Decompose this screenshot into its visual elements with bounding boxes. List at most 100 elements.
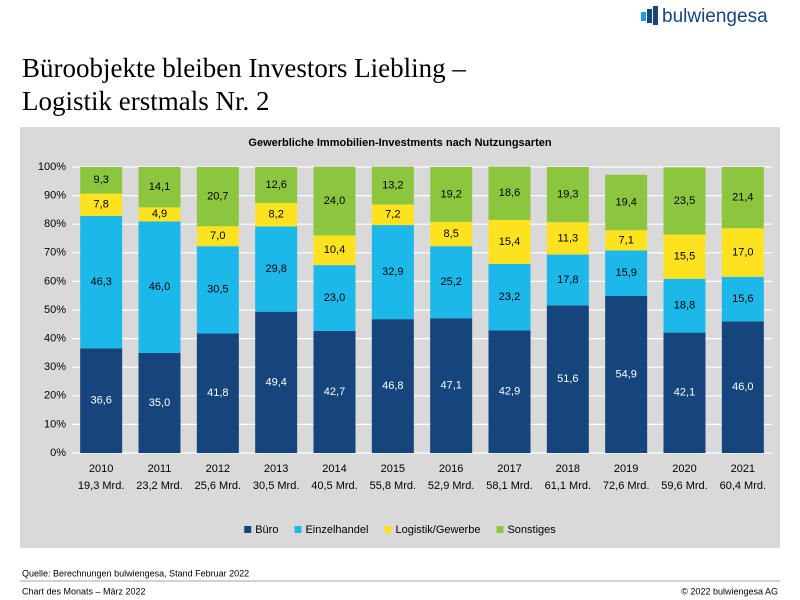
value-label: 51,6: [557, 373, 578, 385]
x-tick-sublabel: 59,6 Mrd.: [661, 480, 707, 492]
value-label: 4,9: [152, 208, 167, 220]
bar-segment: [430, 318, 473, 453]
value-label: 15,5: [674, 251, 695, 263]
x-tick-sublabel: 61,1 Mrd.: [545, 480, 591, 492]
value-label: 47,1: [440, 380, 461, 392]
bar-segment: [313, 166, 356, 236]
value-label: 41,8: [207, 387, 228, 399]
x-tick-label: 2016: [439, 463, 463, 475]
bar-segment: [605, 295, 648, 453]
x-tick-label: 2011: [148, 463, 172, 475]
y-tick-label: 30%: [44, 361, 66, 373]
bar-segment: [138, 221, 181, 353]
value-label: 21,4: [732, 192, 753, 204]
plot: 0% 10% 20% 30% 40% 50% 60% 70% 80% 90% 100% 36,6 46,…: [38, 161, 772, 536]
bar-segment: [313, 330, 356, 453]
bar-segment: [255, 226, 298, 312]
page-title: Logistik erstmals Nr. 2: [22, 86, 269, 116]
bar-segment: [605, 250, 648, 296]
value-label: 17,8: [557, 274, 578, 286]
value-label: 7,0: [210, 230, 225, 242]
value-label: 18,8: [674, 300, 695, 312]
bar-segment: [138, 207, 181, 222]
legend-swatch: [294, 526, 302, 533]
x-tick-sublabel: 40,5 Mrd.: [311, 480, 357, 492]
y-tick-label: 80%: [44, 218, 66, 230]
bar-segment: [138, 167, 181, 208]
value-label: 29,8: [265, 263, 286, 275]
x-tick-label: 2014: [322, 463, 346, 475]
value-label: 42,7: [324, 386, 345, 398]
value-label: 30,5: [207, 284, 228, 296]
bar-segment: [371, 204, 414, 226]
bar-segment: [138, 352, 181, 453]
x-tick-sublabel: 55,8 Mrd.: [370, 480, 416, 492]
bar-segment: [488, 166, 531, 220]
value-label: 42,9: [499, 386, 520, 398]
value-label: 54,9: [615, 368, 636, 380]
bar-segment: [430, 221, 473, 247]
value-label: 24,0: [324, 195, 345, 207]
source: Quelle: Berechnungen bulwiengesa, Stand …: [22, 568, 249, 578]
bar-segment: [546, 167, 589, 223]
bar-segment: [721, 276, 764, 322]
x-tick-label: 2010: [89, 463, 113, 475]
bar-segment: [80, 167, 123, 194]
y-tick-label: 70%: [44, 247, 66, 259]
bar-segment: [663, 234, 706, 279]
bar-segment: [255, 167, 298, 204]
x-tick-sublabel: 23,2 Mrd.: [136, 480, 182, 492]
value-label: 15,9: [615, 267, 636, 279]
bar-segment: [546, 222, 589, 255]
x-tick-sublabel: 19,3 Mrd.: [78, 480, 124, 492]
value-label: 7,8: [94, 199, 109, 211]
x-tick-sublabel: 60,4 Mrd.: [720, 480, 766, 492]
x-tick-sublabel: 30,5 Mrd.: [253, 480, 299, 492]
value-label: 7,2: [385, 209, 400, 221]
y-tick-label: 90%: [44, 190, 66, 202]
bar-segment: [663, 278, 706, 333]
legend-label: Logistik/Gewerbe: [395, 524, 480, 536]
value-label: 8,5: [444, 228, 459, 240]
legend-swatch: [496, 526, 504, 533]
bar-segment: [313, 235, 356, 266]
x-tick-sublabel: 72,6 Mrd.: [603, 480, 649, 492]
footer-left: Chart des Monats – März 2022: [22, 586, 146, 596]
x-tick-label: 2015: [381, 463, 405, 475]
value-label: 49,4: [265, 376, 286, 388]
x-tick-sublabel: 58,1 Mrd.: [486, 480, 532, 492]
value-label: 46,0: [149, 281, 170, 293]
y-tick-label: 50%: [44, 304, 66, 316]
value-label: 9,3: [94, 174, 109, 186]
value-label: 12,6: [265, 179, 286, 191]
bar-segment: [721, 167, 764, 229]
value-label: 23,0: [324, 292, 345, 304]
bar-segment: [80, 348, 123, 453]
bar-segment: [663, 332, 706, 453]
bar-segment: [605, 230, 648, 251]
bar-segment: [196, 333, 239, 453]
value-label: 46,8: [382, 380, 403, 392]
legend-label: Büro: [255, 524, 278, 536]
value-label: 19,3: [557, 189, 578, 201]
y-tick-label: 60%: [44, 275, 66, 287]
value-label: 46,0: [732, 381, 753, 393]
logo-icon: [641, 6, 658, 25]
bar-segment: [721, 228, 764, 277]
bar-segment: [488, 263, 531, 331]
bar-segment: [196, 226, 239, 247]
value-label: 14,1: [149, 181, 170, 193]
legend-label: Einzelhandel: [305, 524, 368, 536]
value-label: 42,1: [674, 387, 695, 399]
bar-segment: [196, 167, 239, 227]
bar-segment: [313, 265, 356, 331]
bar-segment: [488, 330, 531, 453]
x-tick-label: 2017: [497, 463, 521, 475]
value-label: 19,4: [615, 196, 636, 208]
bar-segment: [488, 219, 531, 264]
chart-title: Gewerbliche Immobilien-Investments nach …: [248, 137, 551, 149]
bar-segment: [430, 246, 473, 319]
y-tick-label: 40%: [44, 333, 66, 345]
value-label: 35,0: [149, 397, 170, 409]
